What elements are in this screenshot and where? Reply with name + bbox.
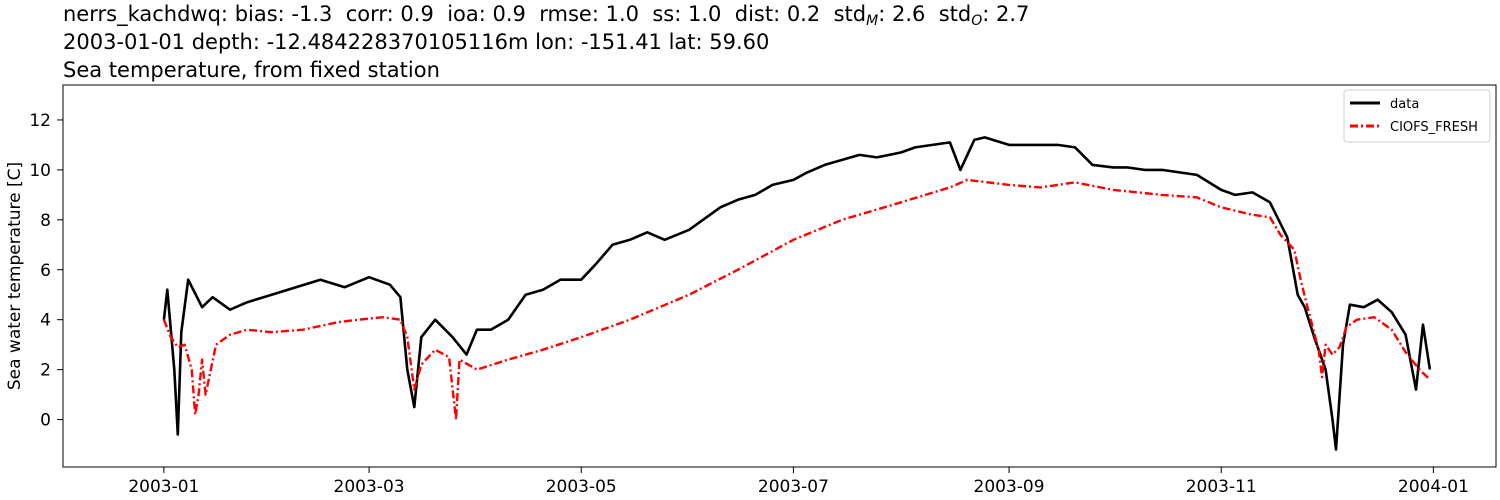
title-location-line: 2003-01-01 depth: -12.484228370105116m l… — [63, 30, 770, 54]
title-station: nerrs_kachdwq: — [63, 2, 228, 26]
title-bias: bias: -1.3 — [234, 2, 333, 26]
title-corr: corr: 0.9 — [345, 2, 434, 26]
title-dist: dist: 0.2 — [734, 2, 821, 26]
series-line-model — [162, 178, 1431, 421]
legend-label-model: CIOFS_FRESH — [1390, 120, 1478, 135]
y-tick-label: 12 — [29, 111, 51, 131]
y-tick-label: 8 — [40, 211, 51, 231]
title-std-obs-sub: O — [971, 13, 983, 29]
legend: data CIOFS_FRESH — [1343, 89, 1491, 143]
plot-frame — [62, 84, 1497, 468]
title-ss: ss: 1.0 — [652, 2, 722, 26]
x-axis: 2003-01 2003-03 2003-05 2003-07 2003-09 2003-… — [128, 467, 1469, 497]
title-stats-line: nerrs_kachdwq: bias: -1.3 corr: 0.9 ioa:… — [63, 0, 1029, 28]
y-tick-label: 10 — [29, 161, 51, 181]
title-std-obs-value: : 2.7 — [982, 2, 1030, 26]
x-tick-label: 2003-09 — [974, 477, 1045, 497]
y-tick-label: 6 — [40, 261, 51, 281]
x-tick-label: 2004-01 — [1398, 477, 1469, 497]
x-tick-label: 2003-05 — [546, 477, 617, 497]
title-description-line: Sea temperature, from fixed station — [63, 58, 440, 82]
title-ioa: ioa: 0.9 — [447, 2, 526, 26]
y-tick-label: 2 — [40, 361, 51, 381]
legend-box — [1343, 89, 1491, 143]
title-std-model-value: : 2.6 — [878, 2, 926, 26]
chart-title-block: nerrs_kachdwq: bias: -1.3 corr: 0.9 ioa:… — [63, 0, 1029, 84]
legend-label-data: data — [1390, 97, 1419, 112]
y-tick-label: 0 — [40, 411, 51, 431]
title-rmse: rmse: 1.0 — [539, 2, 639, 26]
title-std-model-label: std — [833, 2, 867, 26]
title-std-obs-label: std — [938, 2, 972, 26]
y-tick-label: 4 — [40, 311, 51, 331]
x-tick-label: 2003-07 — [758, 477, 829, 497]
series-line-data — [162, 136, 1432, 451]
x-tick-label: 2003-03 — [334, 477, 405, 497]
title-std-model-sub: M — [866, 13, 879, 29]
y-axis-label: Sea water temperature [C] — [5, 162, 25, 390]
title-std-model: stdM: 2.6 — [833, 2, 926, 29]
y-axis: 0 2 4 6 8 10 12 — [29, 111, 63, 431]
x-tick-label: 2003-01 — [128, 477, 199, 497]
series-layer — [162, 136, 1432, 451]
title-std-obs: stdO: 2.7 — [938, 2, 1030, 29]
x-tick-label: 2003-11 — [1186, 477, 1257, 497]
